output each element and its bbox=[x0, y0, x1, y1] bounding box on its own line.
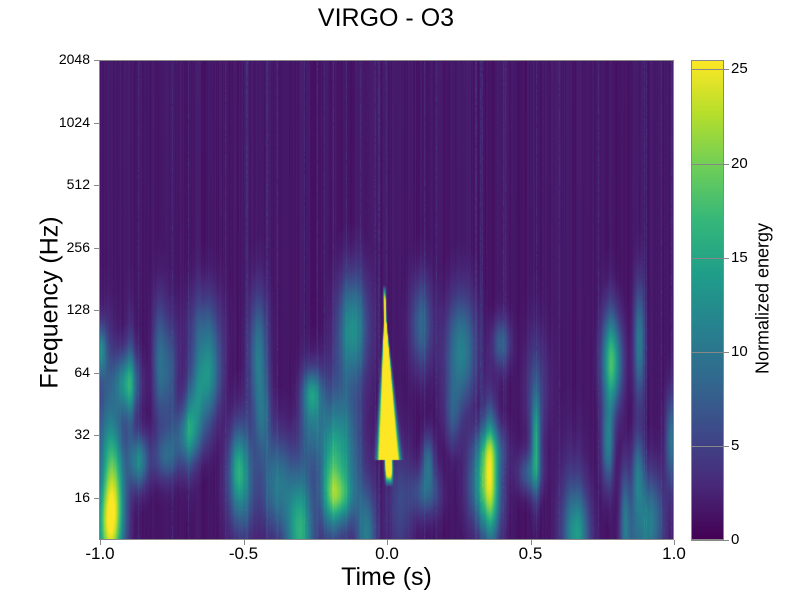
plot-area bbox=[99, 60, 674, 540]
y-tick-mark bbox=[94, 247, 99, 249]
y-tick-label: 32 bbox=[74, 426, 90, 443]
colorbar-tick-label: 5 bbox=[731, 436, 740, 454]
y-tick-mark bbox=[94, 185, 99, 187]
x-tick-mark bbox=[674, 540, 675, 545]
spectrogram-heatmap bbox=[100, 61, 673, 539]
x-tick-mark bbox=[387, 540, 388, 545]
colorbar-tick-line bbox=[691, 69, 729, 71]
chart-title: VIRGO - O3 bbox=[317, 4, 455, 32]
y-tick-label: 128 bbox=[66, 301, 90, 318]
x-tick-label: -0.5 bbox=[228, 544, 259, 563]
y-tick-label: 1024 bbox=[58, 113, 90, 130]
x-axis-label: Time (s) bbox=[341, 563, 432, 591]
colorbar-tick-line bbox=[691, 163, 729, 165]
y-tick-mark bbox=[94, 310, 99, 312]
colorbar-label: Normalized energy bbox=[752, 222, 773, 375]
colorbar-tick-label: 10 bbox=[731, 342, 748, 360]
y-axis-label: Frequency (Hz) bbox=[35, 216, 64, 389]
colorbar-tick-label: 0 bbox=[731, 531, 740, 548]
y-tick-label: 256 bbox=[66, 238, 90, 255]
colorbar-tick-line bbox=[691, 351, 729, 353]
x-tick-label: 0.5 bbox=[518, 544, 543, 563]
colorbar-tick-line bbox=[691, 445, 729, 447]
x-tick-mark bbox=[100, 540, 101, 545]
colorbar-tick-label: 25 bbox=[731, 60, 748, 78]
y-tick-label: 16 bbox=[74, 488, 90, 505]
y-tick-label: 2048 bbox=[58, 51, 90, 67]
x-tick-label: -1.0 bbox=[85, 544, 115, 563]
colorbar-tick-label: 15 bbox=[731, 248, 748, 266]
x-tick-label: 0.0 bbox=[375, 544, 399, 563]
y-tick-mark bbox=[94, 435, 99, 437]
x-tick-label: 1.0 bbox=[662, 544, 686, 563]
y-tick-mark bbox=[94, 497, 99, 499]
x-tick-mark bbox=[243, 540, 245, 545]
y-tick-label: 64 bbox=[74, 363, 90, 380]
colorbar-tick-label: 20 bbox=[731, 154, 748, 172]
colorbar-tick-line bbox=[691, 257, 729, 259]
y-tick-mark bbox=[94, 60, 99, 61]
y-tick-mark bbox=[94, 122, 99, 124]
y-tick-mark bbox=[94, 372, 99, 374]
colorbar bbox=[691, 60, 724, 540]
y-tick-label: 512 bbox=[66, 176, 90, 193]
x-tick-mark bbox=[530, 540, 532, 545]
colorbar-tick-line bbox=[691, 540, 729, 541]
